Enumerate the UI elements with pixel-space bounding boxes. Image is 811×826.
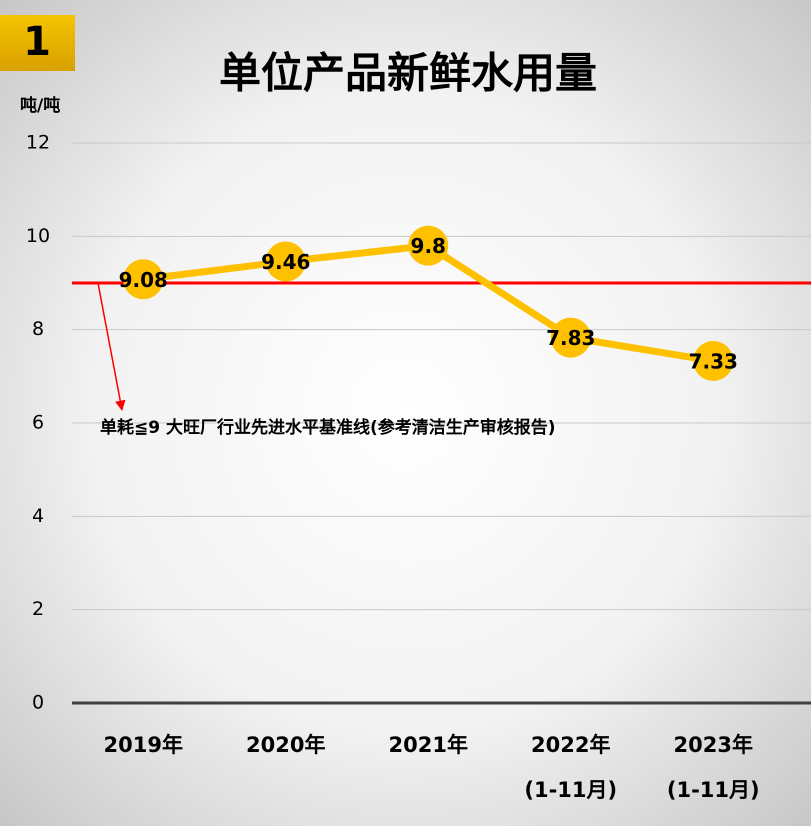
data-label: 9.46 <box>261 250 310 274</box>
x-tick-label: 2023年 <box>674 733 753 757</box>
data-point <box>408 225 449 266</box>
data-point <box>550 317 591 358</box>
x-tick-label: 2020年 <box>246 733 325 757</box>
x-tick-label: 2021年 <box>389 733 468 757</box>
y-tick-label: 8 <box>32 318 44 340</box>
badge-text: 1 <box>23 19 51 65</box>
data-label: 7.33 <box>689 349 738 373</box>
y-tick-label: 12 <box>26 132 50 154</box>
y-tick-label: 2 <box>32 598 44 620</box>
data-point <box>693 340 734 381</box>
chart-title: 单位产品新鲜水用量 <box>219 49 597 98</box>
x-tick-label: (1-11月) <box>524 778 617 802</box>
x-tick-label: (1-11月) <box>667 778 760 802</box>
x-tick-label: 2022年 <box>531 733 610 757</box>
y-tick-label: 0 <box>32 692 44 714</box>
y-tick-label: 6 <box>32 412 44 434</box>
data-label: 7.83 <box>546 326 595 350</box>
data-label: 9.08 <box>119 268 168 292</box>
annotation-arrow <box>97 282 126 412</box>
data-point <box>123 259 164 300</box>
y-tick-label: 10 <box>26 225 50 247</box>
y-tick-label: 4 <box>32 505 44 527</box>
annotation: 单耗≦9 大旺厂行业先进水平基准线(参考清洁生产审核报告) <box>100 417 556 438</box>
x-tick-label: 2019年 <box>104 733 183 757</box>
y-axis-label: 吨/吨 <box>20 95 60 116</box>
data-point <box>265 241 306 282</box>
badge <box>0 15 75 71</box>
data-label: 9.8 <box>411 234 446 258</box>
